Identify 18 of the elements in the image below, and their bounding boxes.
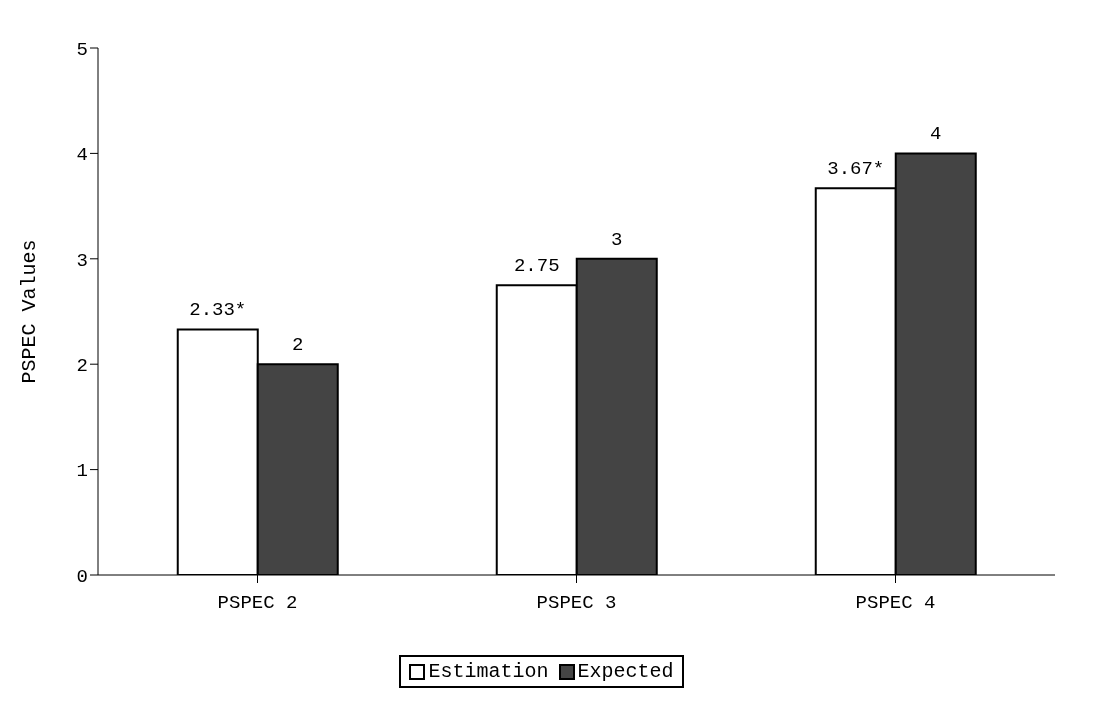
data-label: 3.67* bbox=[827, 158, 885, 181]
y-tick-label: 4 bbox=[76, 144, 88, 167]
y-tick-label: 3 bbox=[76, 249, 88, 272]
x-tick-label: PSPEC 3 bbox=[536, 592, 617, 615]
data-label: 2.33* bbox=[189, 299, 247, 322]
y-tick-label: 5 bbox=[76, 38, 88, 61]
y-tick-label: 2 bbox=[76, 354, 88, 377]
data-label: 2.75 bbox=[513, 255, 560, 278]
x-tick-label: PSPEC 2 bbox=[217, 592, 298, 615]
y-tick-label: 1 bbox=[76, 460, 88, 483]
data-label: 3 bbox=[611, 228, 623, 251]
y-axis-title: PSPEC Values bbox=[18, 239, 42, 384]
legend-label: Expected bbox=[576, 660, 674, 683]
data-label: 2 bbox=[292, 334, 304, 357]
y-tick-label: 0 bbox=[76, 565, 88, 588]
data-label: 4 bbox=[930, 123, 942, 146]
x-tick-label: PSPEC 4 bbox=[855, 592, 936, 615]
legend-label: Estimation bbox=[427, 660, 549, 683]
